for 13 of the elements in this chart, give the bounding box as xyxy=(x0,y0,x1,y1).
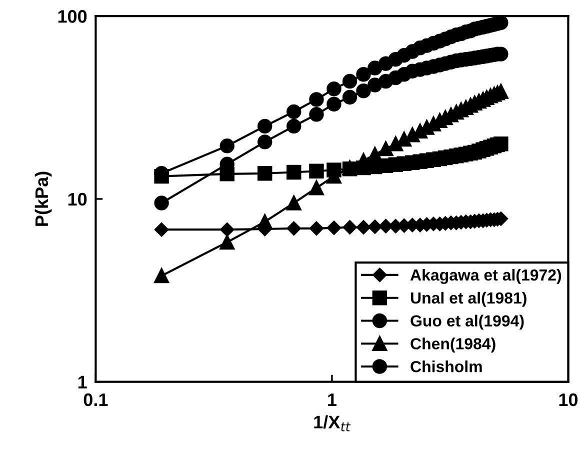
x-tick-label: 1 xyxy=(328,394,336,406)
legend-label: Akagawa et al(1972) xyxy=(410,268,562,284)
x-tick-label: 0.1 xyxy=(84,393,108,406)
legend-label: Chen(1984) xyxy=(410,338,496,353)
legend-label: Unal et al(1981) xyxy=(410,292,526,307)
legend-label: Guo et al(1994) xyxy=(410,314,524,330)
y-tick-label: 100 xyxy=(58,10,87,23)
y-tick-label: 1 xyxy=(78,376,87,388)
legend-label: Chisholm xyxy=(410,360,482,372)
y-tick-label: 10 xyxy=(68,192,87,206)
y-axis-title: P(kPa) xyxy=(34,172,52,226)
x-tick-label: 10 xyxy=(559,393,578,406)
x-axis-title: 1/X$_{tt}$ xyxy=(314,415,351,432)
